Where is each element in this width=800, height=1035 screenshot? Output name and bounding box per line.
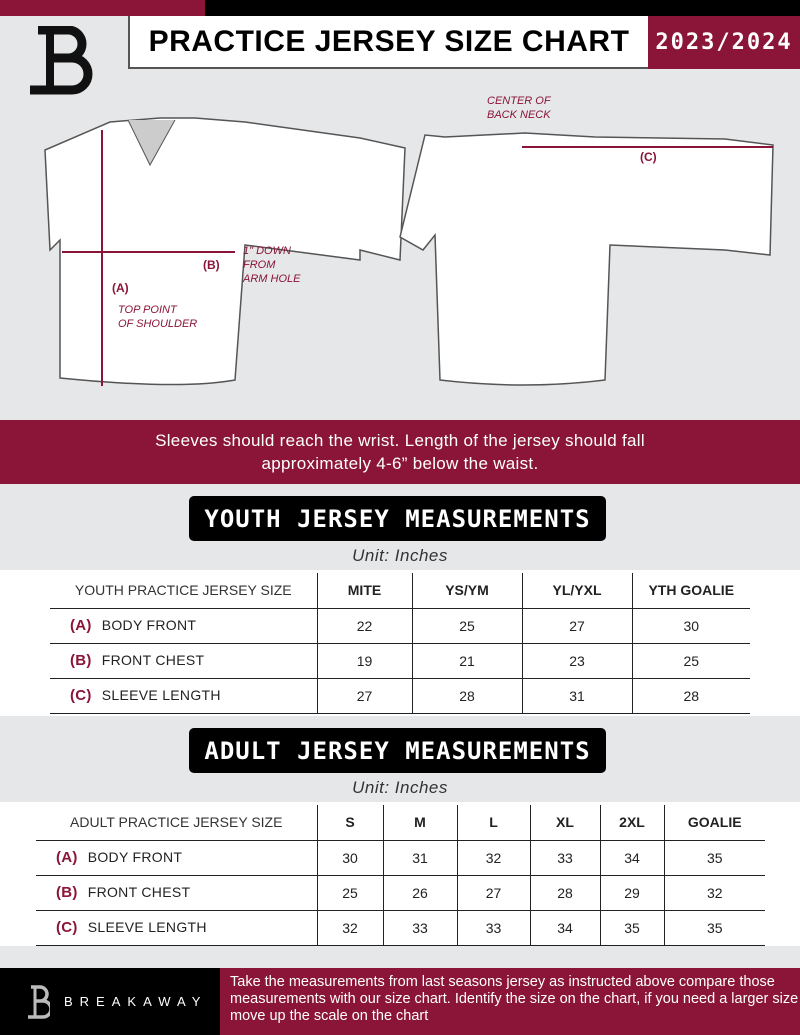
cell: 30 [631, 608, 750, 644]
label-b: (B) [203, 258, 220, 272]
cell: 25 [316, 875, 383, 911]
back-jersey-diagram [399, 132, 774, 386]
header-cell: YTH GOALIE [631, 573, 750, 609]
cell: 29 [599, 875, 664, 911]
label-a: (A) [112, 281, 129, 295]
row-label: BODY FRONT [87, 849, 183, 865]
row-letter: (B) [70, 652, 92, 669]
top-point-note: TOP POINT OF SHOULDER [118, 304, 198, 330]
youth-table: YOUTH PRACTICE JERSEY SIZE MITE YS/YM YL… [50, 573, 750, 714]
cell: 35 [599, 910, 664, 946]
header-cell: YL/YXL [521, 573, 632, 609]
breakaway-logo [30, 26, 93, 95]
cell: 27 [316, 678, 412, 714]
header-cell: 2XL [599, 805, 664, 841]
center-back-neck-note: CENTER OF BACK NECK [487, 95, 551, 121]
header-cell: YOUTH PRACTICE JERSEY SIZE [50, 573, 317, 609]
youth-unit: Unit: Inches [352, 546, 448, 565]
row-label: BODY FRONT [101, 617, 197, 633]
header-cell: ADULT PRACTICE JERSEY SIZE [36, 805, 317, 841]
label-c: (C) [640, 150, 657, 164]
instructions-banner: Sleeves should reach the wrist. Length o… [0, 420, 800, 484]
header-cell: GOALIE [663, 805, 765, 841]
table-row: (C) SLEEVE LENGTH 27 28 31 28 [50, 678, 750, 714]
breakaway-small-logo [28, 984, 50, 1019]
cell: 28 [631, 678, 750, 714]
cell: 26 [382, 875, 457, 911]
cell: 25 [411, 608, 522, 644]
adult-section-title: ADULT JERSEY MEASUREMENTS [189, 728, 606, 773]
row-label: SLEEVE LENGTH [87, 919, 207, 935]
cell: 23 [521, 643, 632, 679]
row-label: FRONT CHEST [87, 884, 191, 900]
table-row: (A) BODY FRONT 30 31 32 33 34 35 [36, 840, 765, 876]
arm-hole-note: 1" DOWN FROM ARM HOLE [243, 245, 301, 285]
header-cell: S [316, 805, 383, 841]
adult-table-panel: ADULT PRACTICE JERSEY SIZE S M L XL 2XL … [0, 802, 800, 946]
cell: 19 [316, 643, 412, 679]
cell: 32 [316, 910, 383, 946]
table-row: (B) FRONT CHEST 19 21 23 25 [50, 643, 750, 679]
cell: 31 [382, 840, 457, 876]
page-title: PRACTICE JERSEY SIZE CHART [128, 16, 648, 69]
front-jersey-diagram [44, 117, 406, 386]
cell: 21 [411, 643, 522, 679]
cell: 22 [316, 608, 412, 644]
youth-section-title: YOUTH JERSEY MEASUREMENTS [189, 496, 606, 541]
cell: 32 [456, 840, 530, 876]
cell: 25 [631, 643, 750, 679]
brand-name: BREAKAWAY [64, 994, 208, 1009]
row-label: SLEEVE LENGTH [101, 687, 221, 703]
cell: 31 [521, 678, 632, 714]
cell: 35 [663, 840, 765, 876]
header-cell: M [382, 805, 457, 841]
header-cell: YS/YM [411, 573, 522, 609]
cell: 33 [382, 910, 457, 946]
instructions-text: Sleeves should reach the wrist. Length o… [155, 431, 645, 473]
row-letter: (A) [56, 849, 78, 866]
cell: 32 [663, 875, 765, 911]
cell: 33 [456, 910, 530, 946]
row-label: FRONT CHEST [101, 652, 205, 668]
row-letter: (B) [56, 884, 78, 901]
table-header-row: ADULT PRACTICE JERSEY SIZE S M L XL 2XL … [36, 805, 765, 841]
cell: 28 [529, 875, 600, 911]
row-letter: (C) [56, 919, 78, 936]
footer-brand: BREAKAWAY [0, 968, 220, 1035]
header-cell: XL [529, 805, 600, 841]
adult-table: ADULT PRACTICE JERSEY SIZE S M L XL 2XL … [36, 805, 765, 946]
row-letter: (A) [70, 617, 92, 634]
youth-table-panel: YOUTH PRACTICE JERSEY SIZE MITE YS/YM YL… [0, 570, 800, 716]
season-label: 2023/2024 [648, 16, 800, 69]
cell: 35 [663, 910, 765, 946]
cell: 28 [411, 678, 522, 714]
footer-instructions: Take the measurements from last seasons … [220, 968, 800, 1035]
cell: 27 [456, 875, 530, 911]
top-accent-bar [0, 0, 205, 16]
top-black-bar [205, 0, 800, 16]
row-letter: (C) [70, 687, 92, 704]
adult-unit: Unit: Inches [352, 778, 448, 797]
table-row: (C) SLEEVE LENGTH 32 33 33 34 35 35 [36, 910, 765, 946]
cell: 34 [529, 910, 600, 946]
table-header-row: YOUTH PRACTICE JERSEY SIZE MITE YS/YM YL… [50, 573, 750, 609]
cell: 27 [521, 608, 632, 644]
cell: 30 [316, 840, 383, 876]
table-row: (B) FRONT CHEST 25 26 27 28 29 32 [36, 875, 765, 911]
header-cell: L [456, 805, 530, 841]
cell: 34 [599, 840, 664, 876]
header-cell: MITE [316, 573, 412, 609]
table-row: (A) BODY FRONT 22 25 27 30 [50, 608, 750, 644]
cell: 33 [529, 840, 600, 876]
